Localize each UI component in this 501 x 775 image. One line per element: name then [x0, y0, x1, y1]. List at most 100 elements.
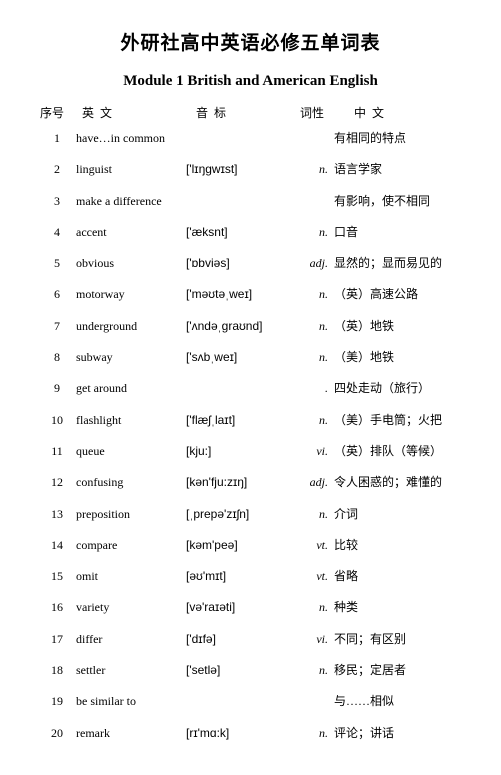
cell-num: 8	[38, 350, 76, 365]
table-row: 10flashlight['flæʃˌlaɪt]n.（美）手电筒；火把	[38, 411, 463, 428]
table-row: 15omit[əʊ'mɪt]vt.省略	[38, 567, 463, 584]
cell-english: remark	[76, 726, 186, 741]
table-row: 11queue[kju:]vi.（英）排队（等候）	[38, 442, 463, 459]
cell-chinese: 有相同的特点	[334, 129, 463, 146]
cell-num: 1	[38, 131, 76, 146]
cell-english: have…in common	[76, 131, 186, 146]
cell-num: 2	[38, 162, 76, 177]
cell-chinese: （美）地铁	[334, 348, 463, 365]
cell-pos: n.	[288, 225, 334, 240]
cell-ipa: [və'raɪəti]	[186, 600, 288, 614]
cell-num: 17	[38, 632, 76, 647]
table-row: 9get around.四处走动（旅行）	[38, 379, 463, 396]
cell-ipa: ['setlə]	[186, 663, 288, 677]
table-row: 5obvious['ɒbviəs]adj.显然的；显而易见的	[38, 254, 463, 271]
table-row: 18settler['setlə]n.移民；定居者	[38, 661, 463, 678]
cell-pos: vi.	[288, 632, 334, 647]
cell-english: differ	[76, 632, 186, 647]
cell-english: underground	[76, 319, 186, 334]
cell-chinese: 令人困惑的；难懂的	[334, 473, 463, 490]
cell-english: flashlight	[76, 413, 186, 428]
cell-chinese: 不同；有区别	[334, 630, 463, 647]
cell-num: 16	[38, 600, 76, 615]
cell-english: linguist	[76, 162, 186, 177]
cell-num: 11	[38, 444, 76, 459]
cell-pos: n.	[288, 162, 334, 177]
cell-pos: n.	[288, 319, 334, 334]
cell-english: get around	[76, 381, 186, 396]
cell-pos: adj.	[288, 256, 334, 271]
cell-ipa: [kəm'peə]	[186, 538, 288, 552]
cell-ipa: ['lɪŋgwɪst]	[186, 162, 288, 176]
cell-pos: .	[288, 381, 334, 396]
cell-num: 6	[38, 287, 76, 302]
cell-num: 13	[38, 507, 76, 522]
cell-num: 20	[38, 726, 76, 741]
cell-num: 12	[38, 475, 76, 490]
cell-english: preposition	[76, 507, 186, 522]
cell-pos: vt.	[288, 538, 334, 553]
cell-chinese: 介词	[334, 505, 463, 522]
cell-english: variety	[76, 600, 186, 615]
cell-chinese: （美）手电筒；火把	[334, 411, 463, 428]
cell-chinese: 有影响，使不相同	[334, 192, 463, 209]
cell-pos: n.	[288, 663, 334, 678]
cell-chinese: 比较	[334, 536, 463, 553]
cell-ipa: ['ʌndəˌgraʊnd]	[186, 319, 288, 333]
cell-ipa: ['dɪfə]	[186, 632, 288, 646]
table-row: 1have…in common 有相同的特点	[38, 129, 463, 146]
table-row: 4accent['æksnt]n.口音	[38, 223, 463, 240]
cell-num: 7	[38, 319, 76, 334]
table-row: 19be similar to与……相似	[38, 692, 463, 709]
cell-ipa: ['æksnt]	[186, 225, 288, 239]
table-row: 12confusing[kən'fju:zɪŋ]adj.令人困惑的；难懂的	[38, 473, 463, 490]
module-heading: Module 1 British and American English	[38, 73, 463, 90]
header-num: 序号	[38, 104, 78, 121]
cell-chinese: 移民；定居者	[334, 661, 463, 678]
cell-chinese: 显然的；显而易见的	[334, 254, 463, 271]
cell-english: confusing	[76, 475, 186, 490]
cell-english: be similar to	[76, 694, 186, 709]
table-row: 6motorway['məʊtəˌweɪ]n.（英）高速公路	[38, 285, 463, 302]
table-row: 13preposition[ˌprepə'zɪʃn]n.介词	[38, 505, 463, 522]
cell-pos: n.	[288, 413, 334, 428]
cell-num: 4	[38, 225, 76, 240]
cell-pos: n.	[288, 287, 334, 302]
cell-chinese: 口音	[334, 223, 463, 240]
cell-english: motorway	[76, 287, 186, 302]
cell-ipa: ['flæʃˌlaɪt]	[186, 413, 288, 427]
cell-num: 19	[38, 694, 76, 709]
cell-ipa: [əʊ'mɪt]	[186, 569, 288, 583]
cell-pos: n.	[288, 726, 334, 741]
cell-num: 5	[38, 256, 76, 271]
cell-ipa: ['məʊtəˌweɪ]	[186, 287, 288, 301]
cell-english: compare	[76, 538, 186, 553]
cell-chinese: 省略	[334, 567, 463, 584]
cell-num: 9	[38, 381, 76, 396]
header-eng: 英文	[78, 104, 192, 121]
header-ipa: 音标	[192, 104, 298, 121]
table-row: 14compare[kəm'peə]vt.比较	[38, 536, 463, 553]
vocabulary-page: 外研社高中英语必修五单词表 Module 1 British and Ameri…	[0, 0, 501, 775]
cell-english: queue	[76, 444, 186, 459]
cell-num: 3	[38, 194, 76, 209]
vocabulary-rows: 1have…in common 有相同的特点 2linguist['lɪŋgwɪst…	[38, 129, 463, 741]
cell-pos: n.	[288, 350, 334, 365]
cell-pos: n.	[288, 600, 334, 615]
cell-num: 15	[38, 569, 76, 584]
header-chn: 中文	[346, 104, 463, 121]
cell-english: subway	[76, 350, 186, 365]
cell-english: make a difference	[76, 194, 186, 209]
cell-english: settler	[76, 663, 186, 678]
cell-ipa: ['ɒbviəs]	[186, 256, 288, 270]
cell-chinese: 四处走动（旅行）	[334, 379, 463, 396]
cell-ipa: ['sʌbˌweɪ]	[186, 350, 288, 364]
cell-english: obvious	[76, 256, 186, 271]
cell-num: 14	[38, 538, 76, 553]
table-row: 16variety[və'raɪəti]n.种类	[38, 598, 463, 615]
cell-num: 10	[38, 413, 76, 428]
cell-ipa: [rɪ'mɑ:k]	[186, 726, 288, 740]
table-row: 20remark[rɪ'mɑ:k]n.评论；讲话	[38, 724, 463, 741]
cell-chinese: 评论；讲话	[334, 724, 463, 741]
cell-english: omit	[76, 569, 186, 584]
